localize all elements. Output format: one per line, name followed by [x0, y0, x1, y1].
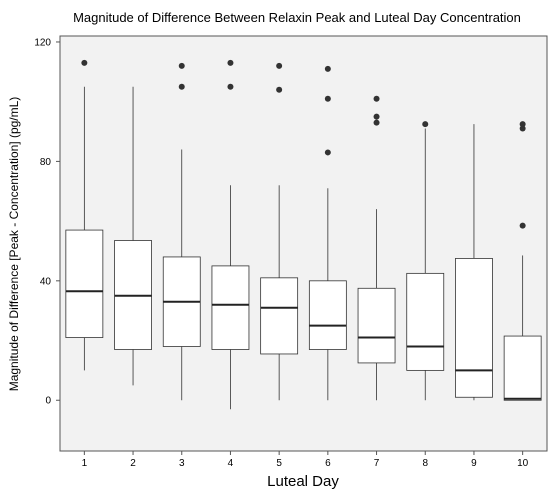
y-tick-label: 40	[40, 276, 52, 287]
box-group	[357, 95, 396, 401]
box-group	[162, 62, 201, 401]
box-iqr	[65, 229, 104, 338]
box-iqr	[406, 272, 445, 371]
outlier-point	[178, 83, 185, 90]
x-tick-label: 8	[422, 458, 428, 469]
outlier-point	[519, 125, 526, 132]
x-tick-label: 4	[228, 458, 234, 469]
outlier-point	[422, 121, 429, 128]
box-iqr	[357, 287, 396, 364]
box-iqr	[211, 265, 250, 350]
outlier-point	[519, 121, 526, 128]
box-group	[211, 59, 250, 410]
box-group	[455, 124, 493, 401]
box-group	[308, 65, 347, 401]
outlier-point	[227, 59, 234, 66]
outlier-point	[373, 113, 380, 120]
x-axis-label: Luteal Day	[267, 473, 339, 490]
outlier-point	[324, 95, 331, 102]
y-axis-label: Magnitude of Difference [Peak - Concentr…	[7, 97, 21, 392]
x-tick-label: 7	[374, 458, 380, 469]
outlier-point	[227, 83, 234, 90]
outlier-point	[324, 65, 331, 72]
x-tick-label: 6	[325, 458, 331, 469]
outlier-point	[276, 62, 283, 69]
outlier-point	[519, 222, 526, 229]
y-axis: 0 40 80 120	[34, 37, 60, 407]
x-tick-label: 1	[82, 458, 88, 469]
outlier-point	[81, 59, 88, 66]
box-series	[65, 59, 542, 410]
y-tick-label: 120	[34, 37, 51, 48]
y-tick-label: 0	[45, 396, 51, 407]
outlier-point	[324, 149, 331, 156]
box-iqr	[455, 258, 493, 398]
x-tick-label: 5	[276, 458, 282, 469]
x-tick-label: 2	[130, 458, 136, 469]
outlier-point	[373, 119, 380, 126]
x-tick-label: 9	[471, 458, 477, 469]
box-group	[114, 86, 152, 386]
y-tick-label: 80	[40, 157, 52, 168]
box-iqr	[260, 277, 299, 355]
outlier-point	[373, 95, 380, 102]
chart-title: Magnitude of Difference Between Relaxin …	[73, 10, 521, 25]
outlier-point	[178, 62, 185, 69]
outlier-point	[276, 86, 283, 93]
box-iqr	[503, 335, 542, 401]
box-iqr	[308, 280, 347, 350]
box-group	[260, 62, 299, 401]
box-group	[503, 121, 542, 401]
x-axis: 1 2 3 4 5 6 7 8 9 10	[82, 451, 529, 469]
box-group	[65, 59, 104, 371]
box-group	[406, 121, 445, 401]
x-tick-label: 10	[517, 458, 529, 469]
x-tick-label: 3	[179, 458, 185, 469]
